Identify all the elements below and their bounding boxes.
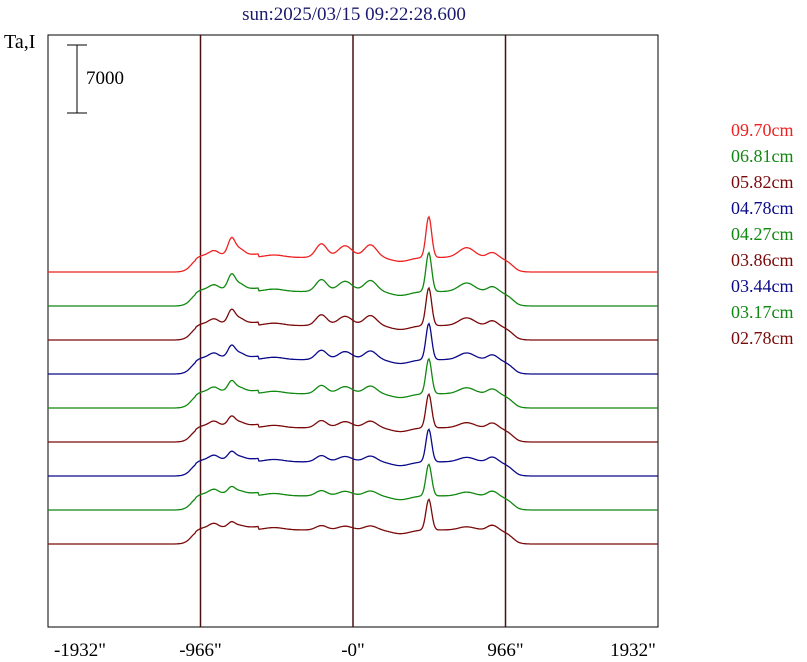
series-line-03.17cm bbox=[48, 463, 658, 511]
legend-entry: 03.86cm bbox=[731, 250, 794, 270]
chart-title: sun:2025/03/15 09:22:28.600 bbox=[242, 4, 466, 25]
legend-entry: 04.78cm bbox=[731, 198, 794, 218]
x-tick-label: -0" bbox=[341, 640, 365, 661]
legend-entry: 05.82cm bbox=[731, 172, 794, 192]
series-line-05.82cm bbox=[48, 286, 658, 341]
legend-entry: 06.81cm bbox=[731, 146, 794, 166]
legend-entry: 03.44cm bbox=[731, 276, 794, 296]
legend-entry: 09.70cm bbox=[731, 120, 794, 140]
x-tick-label: -1932" bbox=[54, 640, 106, 661]
legend: 09.70cm 06.81cm 05.82cm 04.78cm 04.27cm 03.86… bbox=[731, 120, 794, 348]
scale-bar-label: 7000 bbox=[86, 68, 124, 89]
series-line-04.27cm bbox=[48, 357, 658, 409]
series-line-03.86cm bbox=[48, 392, 658, 443]
x-tick-label: 1932" bbox=[610, 640, 656, 661]
scale-bar: 7000 bbox=[67, 44, 124, 114]
series-line-04.78cm bbox=[48, 322, 658, 375]
x-tick-label: 966" bbox=[487, 640, 523, 661]
y-axis-label: Ta,I bbox=[4, 31, 35, 53]
legend-entry: 04.27cm bbox=[731, 224, 794, 244]
legend-entry: 02.78cm bbox=[731, 328, 794, 348]
series-curves bbox=[48, 215, 658, 545]
x-tick-labels: -1932" -966" -0" 966" 1932" bbox=[54, 640, 656, 661]
vertical-markers bbox=[199, 35, 507, 627]
legend-entry: 03.17cm bbox=[731, 302, 794, 322]
series-line-03.44cm bbox=[48, 428, 658, 477]
series-line-09.70cm bbox=[48, 215, 658, 273]
series-line-02.78cm bbox=[48, 498, 658, 545]
series-line-06.81cm bbox=[48, 251, 658, 307]
x-tick-label: -966" bbox=[179, 640, 222, 661]
